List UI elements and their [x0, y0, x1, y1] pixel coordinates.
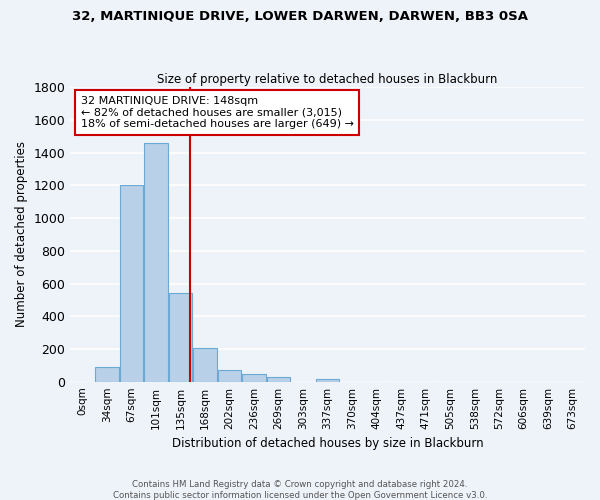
Bar: [169, 294, 192, 382]
Bar: [120, 186, 143, 382]
Title: Size of property relative to detached houses in Blackburn: Size of property relative to detached ho…: [157, 73, 498, 86]
Bar: [193, 348, 217, 382]
Y-axis label: Number of detached properties: Number of detached properties: [15, 142, 28, 328]
Bar: [145, 143, 168, 382]
Text: Contains HM Land Registry data © Crown copyright and database right 2024.
Contai: Contains HM Land Registry data © Crown c…: [113, 480, 487, 500]
Text: 32 MARTINIQUE DRIVE: 148sqm
← 82% of detached houses are smaller (3,015)
18% of : 32 MARTINIQUE DRIVE: 148sqm ← 82% of det…: [80, 96, 353, 129]
Bar: [242, 374, 266, 382]
Bar: [316, 379, 339, 382]
Text: 32, MARTINIQUE DRIVE, LOWER DARWEN, DARWEN, BB3 0SA: 32, MARTINIQUE DRIVE, LOWER DARWEN, DARW…: [72, 10, 528, 23]
Bar: [218, 370, 241, 382]
Bar: [267, 377, 290, 382]
X-axis label: Distribution of detached houses by size in Blackburn: Distribution of detached houses by size …: [172, 437, 484, 450]
Bar: [95, 367, 119, 382]
